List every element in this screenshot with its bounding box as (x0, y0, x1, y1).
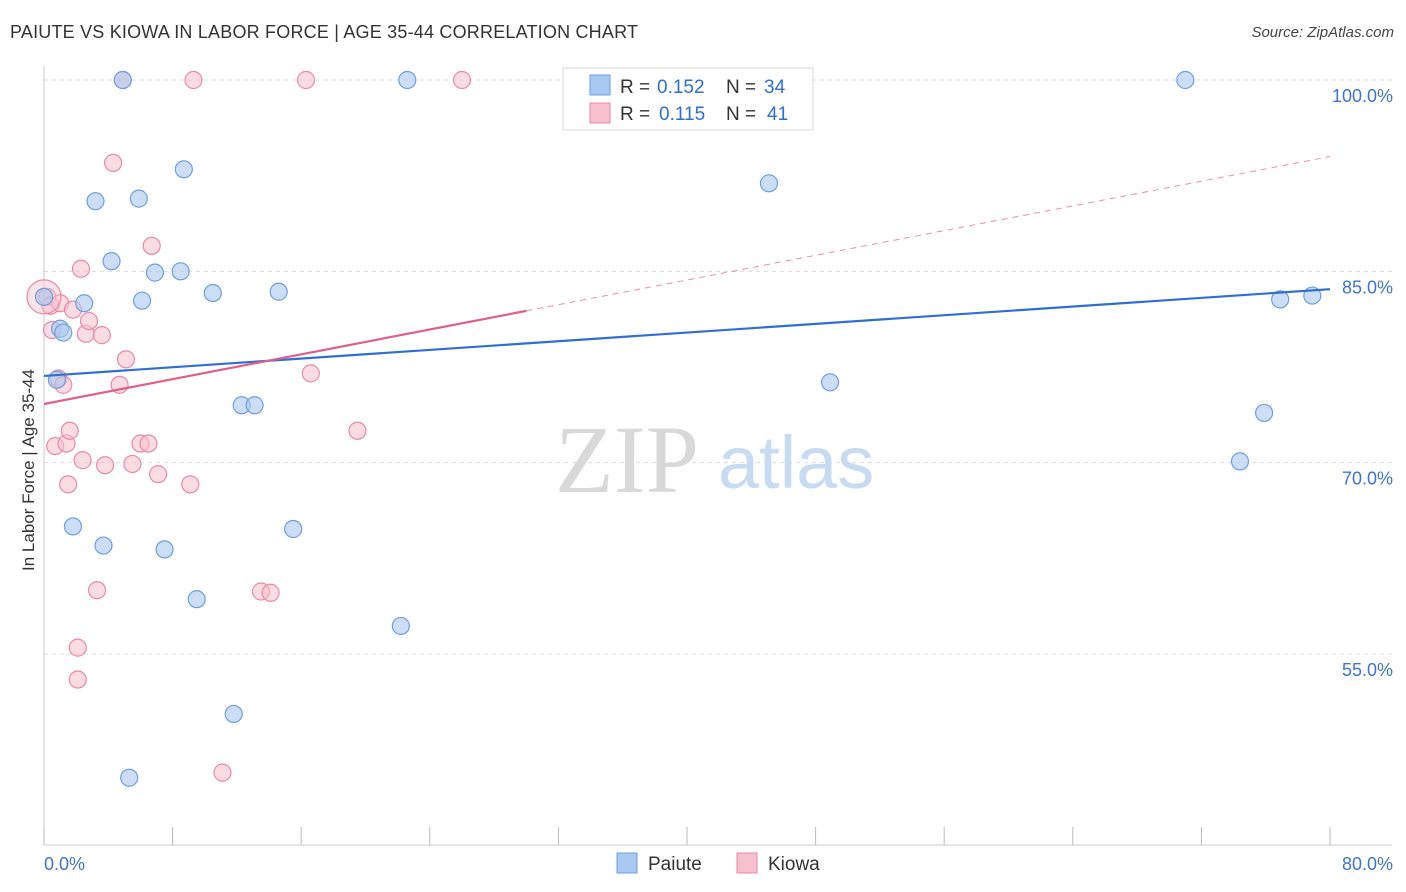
paiute-point-18 (203, 283, 222, 303)
paiute-point-31 (1271, 290, 1290, 309)
legend-kiowa-r-value: 0.115 (659, 104, 705, 125)
kiowa-point-17 (87, 581, 107, 600)
legend-kiowa-n-label: N = (726, 104, 756, 125)
paiute-point-28 (1176, 70, 1195, 90)
legend-swatch-kiowa (589, 102, 611, 124)
paiute-point-21 (245, 396, 264, 415)
kiowa-point-30 (184, 70, 203, 90)
legend-paiute-n-label: N = (726, 77, 756, 98)
paiute-point-11 (129, 189, 148, 208)
paiute-point-23 (284, 519, 303, 539)
bottom-swatch-kiowa (736, 852, 758, 874)
kiowa-trend-line (43, 309, 527, 406)
paiute-point-27 (820, 373, 840, 392)
kiowa-point-18 (92, 326, 111, 345)
kiowa-point-33 (261, 583, 280, 602)
paiute-trend-line (43, 288, 1331, 378)
x-tick-label-0: 0.0% (44, 854, 85, 874)
series-legend: Paiute Kiowa (616, 852, 820, 875)
bottom-swatch-paiute (616, 852, 638, 874)
paiute-point-26 (759, 174, 779, 193)
kiowa-point-8 (59, 475, 78, 494)
y-tick-label-2: 85.0% (1342, 277, 1393, 297)
legend-kiowa-n-value: 41 (767, 104, 788, 125)
legend-paiute-r-value: 0.152 (657, 77, 705, 98)
legend-paiute-n-value: 34 (764, 77, 786, 98)
paiute-point-5 (75, 294, 94, 313)
kiowa-points (26, 70, 472, 782)
paiute-point-0 (34, 287, 54, 306)
kiowa-point-34 (296, 70, 316, 90)
kiowa-point-9 (60, 421, 79, 440)
paiute-point-13 (145, 263, 165, 282)
paiute-point-7 (94, 536, 113, 555)
y-tick-label-1: 70.0% (1342, 469, 1393, 489)
kiowa-point-16 (79, 311, 99, 331)
watermark-zip: ZIP (555, 406, 699, 513)
kiowa-point-36 (348, 421, 367, 440)
kiowa-point-27 (142, 236, 161, 255)
bottom-legend-paiute: Paiute (648, 854, 702, 875)
paiute-point-12 (132, 291, 152, 310)
kiowa-point-11 (68, 638, 87, 657)
kiowa-point-20 (104, 153, 123, 173)
paiute-point-8 (102, 252, 121, 271)
paiute-point-25 (398, 70, 417, 90)
y-tick-label-0: 55.0% (1342, 660, 1393, 680)
paiute-point-30 (1254, 403, 1274, 423)
paiute-point-2 (54, 323, 73, 342)
y-tick-label-3: 100.0% (1332, 86, 1393, 106)
stats-legend: R = 0.152 N = 34 R = 0.115 N = 41 (562, 67, 814, 131)
chart-title: PAIUTE VS KIOWA IN LABOR FORCE | AGE 35-… (10, 22, 639, 42)
kiowa-point-37 (452, 70, 472, 90)
kiowa-point-28 (149, 465, 168, 484)
bottom-legend-kiowa: Kiowa (768, 854, 820, 875)
kiowa-point-14 (73, 451, 92, 470)
paiute-point-4 (63, 517, 83, 536)
kiowa-point-13 (71, 259, 91, 278)
x-tick-labels: 0.0% 80.0% (44, 854, 1393, 874)
kiowa-point-12 (68, 670, 87, 689)
kiowa-point-31 (213, 763, 232, 782)
paiute-point-6 (86, 192, 105, 211)
legend-paiute-r-label: R = (620, 77, 650, 98)
kiowa-point-35 (301, 364, 320, 383)
kiowa-point-19 (95, 456, 115, 475)
paiute-point-14 (155, 540, 174, 559)
kiowa-point-26 (139, 434, 158, 453)
y-tick-labels: 55.0% 70.0% 85.0% 100.0% (1332, 86, 1393, 680)
kiowa-point-24 (123, 454, 142, 474)
kiowa-point-23 (116, 350, 136, 369)
trend-lines (43, 156, 1331, 406)
source-label: Source: ZipAtlas.com (1251, 24, 1394, 41)
paiute-point-9 (113, 70, 132, 90)
paiute-point-24 (391, 616, 410, 636)
paiute-point-17 (187, 590, 206, 609)
legend-swatch-paiute (589, 74, 611, 96)
paiute-point-22 (269, 282, 288, 301)
paiute-point-16 (174, 160, 193, 179)
watermark-atlas: atlas (718, 421, 874, 504)
y-axis-label: In Labor Force | Age 35-44 (19, 369, 38, 571)
paiute-point-29 (1230, 452, 1250, 471)
kiowa-point-29 (181, 475, 200, 494)
paiute-point-19 (224, 704, 243, 724)
paiute-points (34, 70, 1322, 787)
paiute-point-10 (120, 768, 139, 787)
gridlines (44, 79, 1392, 655)
axes (43, 66, 1392, 846)
kiowa-trend-extension (526, 156, 1331, 312)
x-tick-label-1: 80.0% (1342, 854, 1393, 874)
paiute-point-15 (171, 262, 190, 281)
legend-kiowa-r-label: R = (620, 104, 650, 125)
